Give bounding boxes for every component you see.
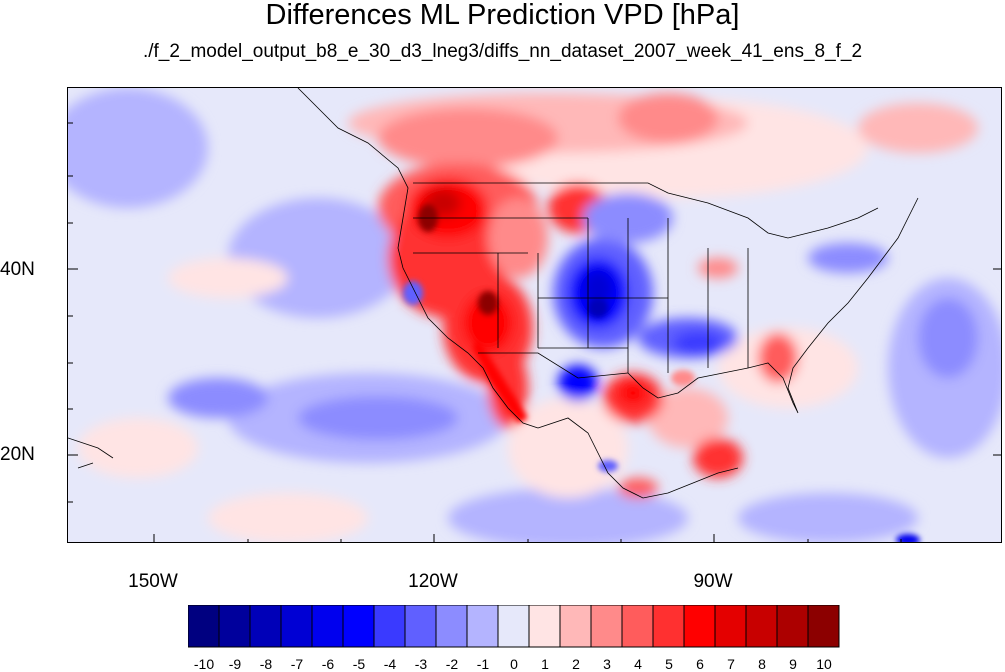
- colorbar-swatch: [249, 605, 282, 648]
- colorbar-tick-label: 1: [541, 656, 549, 672]
- colorbar-swatch: [280, 605, 313, 648]
- colorbar-tick-label: 9: [789, 656, 797, 672]
- colorbar-swatch: [683, 605, 716, 648]
- colorbar-tick-label: 3: [603, 656, 611, 672]
- colorbar-tick-label: -7: [290, 656, 304, 672]
- colorbar-tick-label: 6: [696, 656, 704, 672]
- colorbar-swatch: [373, 605, 406, 648]
- colorbar-tick-label: -2: [445, 656, 459, 672]
- colorbar-tick-label: -6: [321, 656, 335, 672]
- map-ticks: [68, 122, 1001, 542]
- colorbar-swatch: [466, 605, 499, 648]
- colorbar-tick-label: 0: [510, 656, 518, 672]
- colorbar: [188, 605, 840, 648]
- colorbar-swatch: [342, 605, 375, 648]
- colorbar-swatch: [311, 605, 344, 648]
- colorbar-swatch: [404, 605, 437, 648]
- colorbar-swatch: [652, 605, 685, 648]
- field-blobs: [68, 88, 1001, 542]
- lat-label-20n: 20N: [0, 444, 35, 465]
- colorbar-swatch: [807, 605, 840, 648]
- chart-subtitle: ./f_2_model_output_b8_e_30_d3_lneg3/diff…: [142, 41, 863, 62]
- colorbar-swatch: [528, 605, 561, 648]
- colorbar-tick-label: -1: [476, 656, 490, 672]
- colorbar-tick-label: 5: [665, 656, 673, 672]
- colorbar-swatch: [745, 605, 778, 648]
- colorbar-tick-label: 10: [816, 656, 832, 672]
- chart-title: Differences ML Prediction VPD [hPa]: [265, 0, 740, 31]
- colorbar-swatch: [218, 605, 251, 648]
- lat-label-40n: 40N: [0, 259, 35, 280]
- field-details: [403, 204, 920, 542]
- colorbar-swatch: [497, 605, 530, 648]
- colorbar-tick-label: -3: [414, 656, 428, 672]
- colorbar-swatch: [188, 605, 220, 648]
- colorbar-swatch: [435, 605, 468, 648]
- colorbar-tick-label: -10: [193, 656, 215, 672]
- colorbar-tick-label: -8: [259, 656, 273, 672]
- colorbar-swatch: [714, 605, 747, 648]
- colorbar-swatch: [559, 605, 592, 648]
- coastlines-and-borders: [68, 88, 919, 499]
- colorbar-tick-label: -9: [228, 656, 242, 672]
- colorbar-tick-label: -4: [383, 656, 397, 672]
- colorbar-swatch: [621, 605, 654, 648]
- map-panel: [67, 87, 1002, 543]
- colorbar-tick-label: 8: [758, 656, 766, 672]
- lon-label-120w: 120W: [408, 571, 458, 592]
- lon-label-150w: 150W: [128, 571, 178, 592]
- colorbar-tick-label: 7: [727, 656, 735, 672]
- colorbar-swatch: [776, 605, 809, 648]
- lon-label-90w: 90W: [693, 571, 733, 592]
- colorbar-tick-label: 4: [634, 656, 642, 672]
- colorbar-swatch: [590, 605, 623, 648]
- colorbar-tick-label: 2: [572, 656, 580, 672]
- colorbar-tick-label: -5: [352, 656, 366, 672]
- vpd-difference-map: [68, 88, 1001, 542]
